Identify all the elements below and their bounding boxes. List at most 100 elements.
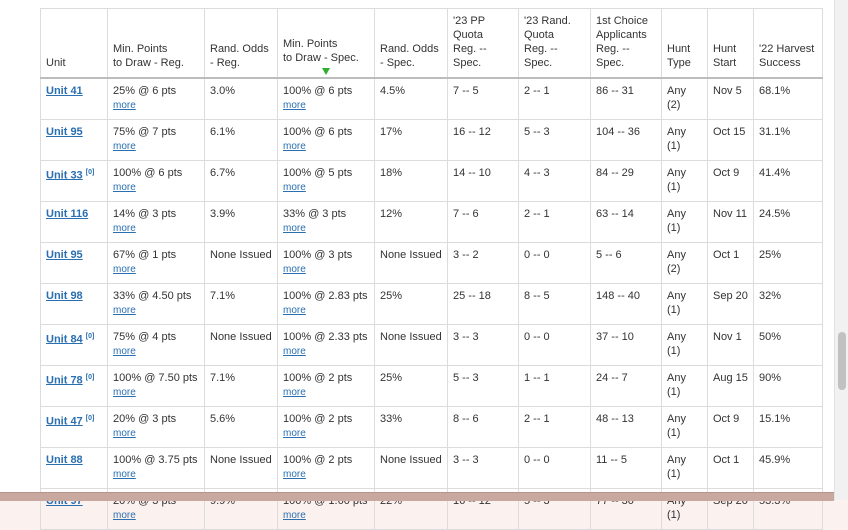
more-link[interactable]: more <box>283 263 306 275</box>
more-link[interactable]: more <box>113 345 136 357</box>
harvest-success-value: 41.4% <box>759 166 791 179</box>
rand-odds-reg-value: None Issued <box>210 453 272 466</box>
col-header-harvest-success[interactable]: '22 Harvest Success <box>753 8 823 79</box>
min-points-spec-value: 100% @ 2 pts <box>283 371 353 384</box>
more-link[interactable]: more <box>113 100 136 111</box>
table-row: Unit 116 14% @ 3 pts more 3.9% 33% @ 3 pts mo… <box>40 200 823 243</box>
cell-min-points-spec: 100% @ 2 pts more <box>277 364 375 407</box>
col-header-rand-odds-spec[interactable]: Rand. Odds - Spec. <box>374 8 448 79</box>
cell-harvest-success: 45.9% <box>753 446 823 489</box>
unit-link[interactable]: Unit 95 <box>46 125 83 138</box>
cell-pp-quota: 3 -- 3 <box>447 446 519 489</box>
cell-min-points-reg: 25% @ 6 pts more <box>107 77 205 120</box>
scrollbar-thumb[interactable] <box>838 332 846 390</box>
rand-quota-value: 2 -- 1 <box>524 412 550 425</box>
hunt-type-value: Any (1) <box>667 289 686 316</box>
unit-link[interactable]: Unit 47 <box>46 415 83 428</box>
more-link[interactable]: more <box>113 263 136 275</box>
min-points-spec-value: 100% @ 6 pts <box>283 85 353 97</box>
rand-odds-spec-value: 18% <box>380 166 403 179</box>
more-link[interactable]: more <box>113 509 136 521</box>
cell-hunt-start: Oct 1 <box>707 241 754 284</box>
unit-link[interactable]: Unit 88 <box>46 453 83 466</box>
col-header-min-points-spec[interactable]: Min. Points to Draw - Spec. <box>277 8 375 79</box>
table-body: Unit 41 25% @ 6 pts more 3.0% 100% @ 6 pts mo… <box>40 77 823 530</box>
more-link[interactable]: more <box>283 345 306 357</box>
more-link[interactable]: more <box>283 222 306 234</box>
more-link[interactable]: more <box>283 468 306 480</box>
table-row: Unit 84 [0] 75% @ 4 pts more None Issued 100… <box>40 323 823 366</box>
cell-pp-quota: 14 -- 10 <box>447 159 519 202</box>
more-link[interactable]: more <box>283 181 306 193</box>
applicants-value: 37 -- 10 <box>596 330 634 343</box>
rand-odds-reg-value: 3.9% <box>210 207 236 220</box>
harvest-success-value: 45.9% <box>759 453 791 466</box>
unit-link[interactable]: Unit 41 <box>46 85 83 97</box>
col-header-rand-odds-reg[interactable]: Rand. Odds - Reg. <box>204 8 278 79</box>
cell-unit: Unit 41 <box>40 77 108 120</box>
rand-odds-reg-value: None Issued <box>210 330 272 343</box>
rand-odds-reg-value: 6.1% <box>210 125 236 138</box>
unit-note-marker[interactable]: [0] <box>85 332 95 340</box>
cell-applicants: 63 -- 14 <box>590 200 662 243</box>
cell-rand-odds-reg: None Issued <box>204 446 278 489</box>
cell-rand-odds-reg: 7.1% <box>204 282 278 325</box>
cell-rand-odds-reg: 5.6% <box>204 405 278 448</box>
more-link[interactable]: more <box>113 140 136 152</box>
cell-min-points-spec: 100% @ 6 pts more <box>277 77 375 120</box>
rand-odds-reg-value: None Issued <box>210 248 272 261</box>
col-header-hunt-type[interactable]: Hunt Type <box>661 8 708 79</box>
table-row: Unit 95 75% @ 7 pts more 6.1% 100% @ 6 pts mo… <box>40 118 823 161</box>
col-header-pp-quota[interactable]: '23 PP Quota Reg. -- Spec. <box>447 8 519 79</box>
hunt-type-value: Any (1) <box>667 412 686 439</box>
cell-hunt-type: Any (1) <box>661 200 708 243</box>
unit-link[interactable]: Unit 95 <box>46 248 83 261</box>
table-row: Unit 88 100% @ 3.75 pts more None Issued 100… <box>40 446 823 489</box>
col-header-hunt-start[interactable]: Hunt Start <box>707 8 754 79</box>
unit-note-marker[interactable]: [0] <box>85 373 95 381</box>
applicants-value: 148 -- 40 <box>596 289 641 302</box>
unit-link[interactable]: Unit 78 <box>46 374 83 387</box>
unit-link[interactable]: Unit 98 <box>46 289 83 302</box>
col-header-applicants[interactable]: 1st Choice Applicants Reg. -- Spec. <box>590 8 662 79</box>
pp-quota-value: 16 -- 12 <box>453 125 491 138</box>
table-row: Unit 95 67% @ 1 pts more None Issued 100% @ … <box>40 241 823 284</box>
hunt-type-value: Any (2) <box>667 248 686 275</box>
more-link[interactable]: more <box>283 386 306 398</box>
unit-link[interactable]: Unit 116 <box>46 207 89 220</box>
harvest-success-value: 50% <box>759 330 782 343</box>
cell-pp-quota: 25 -- 18 <box>447 282 519 325</box>
unit-note-marker[interactable]: [0] <box>85 168 95 176</box>
cell-harvest-success: 31.1% <box>753 118 823 161</box>
rand-quota-value: 0 -- 0 <box>524 453 550 466</box>
unit-link[interactable]: Unit 33 <box>46 169 83 182</box>
col-header-min-points-reg[interactable]: Min. Points to Draw - Reg. <box>107 8 205 79</box>
more-link[interactable]: more <box>113 222 136 234</box>
more-link[interactable]: more <box>283 427 306 439</box>
cell-min-points-spec: 100% @ 6 pts more <box>277 118 375 161</box>
more-link[interactable]: more <box>283 100 306 111</box>
cell-unit: Unit 84 [0] <box>40 323 108 366</box>
cell-rand-quota: 0 -- 0 <box>518 446 591 489</box>
more-link[interactable]: more <box>113 304 136 316</box>
cell-min-points-reg: 75% @ 7 pts more <box>107 118 205 161</box>
min-points-reg-value: 25% @ 6 pts <box>113 85 177 97</box>
more-link[interactable]: more <box>283 509 306 521</box>
min-points-spec-value: 100% @ 2 pts <box>283 412 353 425</box>
unit-link[interactable]: Unit 84 <box>46 333 83 346</box>
more-link[interactable]: more <box>113 181 136 193</box>
min-points-reg-value: 100% @ 3.75 pts <box>113 453 198 466</box>
more-link[interactable]: more <box>283 304 306 316</box>
more-link[interactable]: more <box>113 427 136 439</box>
more-link[interactable]: more <box>113 468 136 480</box>
vertical-scrollbar[interactable] <box>834 0 848 500</box>
cell-unit: Unit 116 <box>40 200 108 243</box>
harvest-success-value: 15.1% <box>759 412 791 425</box>
more-link[interactable]: more <box>283 140 306 152</box>
col-header-unit[interactable]: Unit <box>40 8 108 79</box>
rand-odds-reg-value: 3.0% <box>210 85 236 97</box>
col-header-rand-quota[interactable]: '23 Rand. Quota Reg. -- Spec. <box>518 8 591 79</box>
more-link[interactable]: more <box>113 386 136 398</box>
cell-harvest-success: 90% <box>753 364 823 407</box>
unit-note-marker[interactable]: [0] <box>85 414 95 422</box>
